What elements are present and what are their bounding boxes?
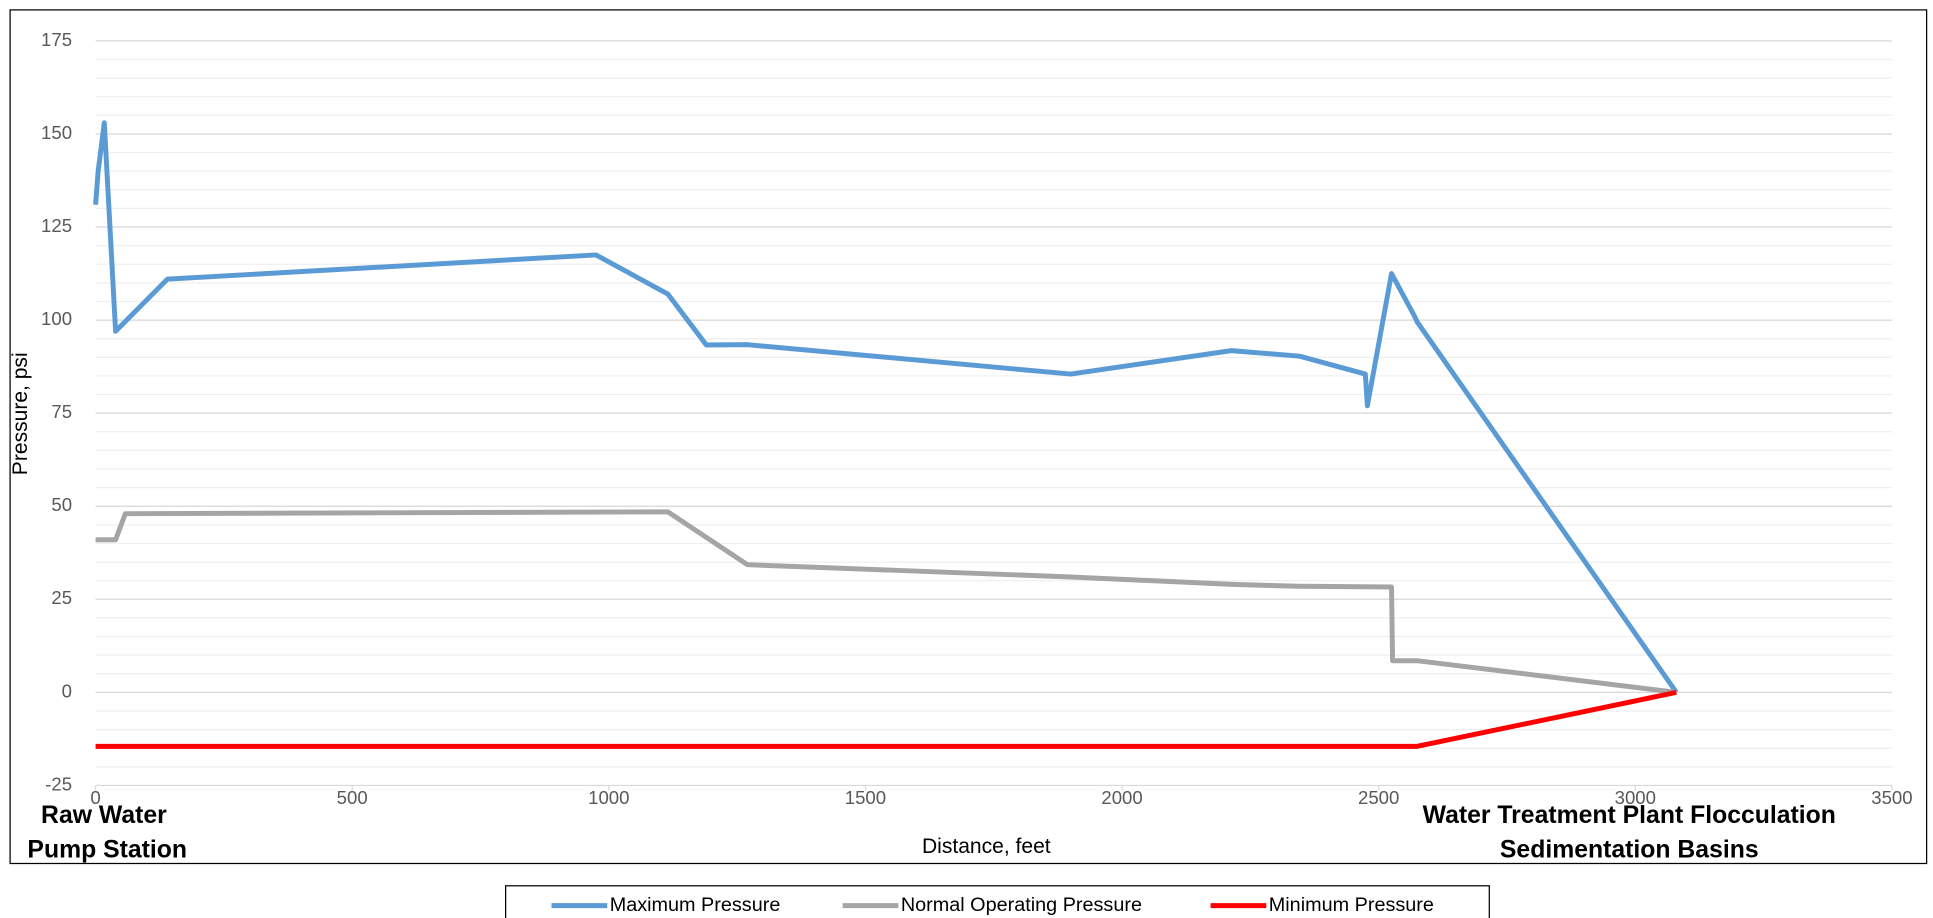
- chart-frame: [9, 9, 1928, 865]
- x-tick-label: 1500: [845, 787, 886, 808]
- legend-label: Normal Operating Pressure: [901, 894, 1142, 916]
- y-tick-label: 175: [41, 29, 72, 50]
- legend-label: Minimum Pressure: [1269, 894, 1434, 916]
- y-tick-label: 100: [41, 308, 72, 329]
- x-tick-label: 2500: [1358, 787, 1399, 808]
- annotation: Water Treatment Plant Flocculation: [1423, 802, 1836, 829]
- annotation: Raw Water: [41, 802, 167, 829]
- y-tick-label: 50: [51, 494, 72, 515]
- x-tick-label: 3000: [1615, 787, 1656, 808]
- x-tick-label: 500: [337, 787, 368, 808]
- y-tick-label: -25: [45, 773, 72, 794]
- annotation: Sedimentation Basins: [1500, 837, 1759, 864]
- y-tick-label: 75: [51, 401, 72, 422]
- series-line: [95, 689, 1677, 749]
- plot: [93, 120, 1679, 749]
- x-tick-label: 2000: [1101, 787, 1142, 808]
- y-tick-label: 150: [41, 122, 72, 143]
- series-line: [93, 120, 1679, 694]
- series-line: [95, 509, 1677, 695]
- annotation: Pump Station: [27, 837, 187, 864]
- x-tick-label: 3500: [1871, 787, 1912, 808]
- legend: [505, 885, 1490, 918]
- grid: [94, 40, 1893, 791]
- x-tick-label: 1000: [588, 787, 629, 808]
- y-tick-label: 125: [41, 215, 72, 236]
- legend-label: Maximum Pressure: [610, 894, 781, 916]
- x-axis-title: Distance, feet: [922, 835, 1051, 858]
- x-tick-label: 0: [90, 787, 100, 808]
- y-tick-label: 25: [51, 587, 72, 608]
- y-axis-title: Pressure, psi: [9, 352, 32, 475]
- y-tick-label: 0: [62, 680, 72, 701]
